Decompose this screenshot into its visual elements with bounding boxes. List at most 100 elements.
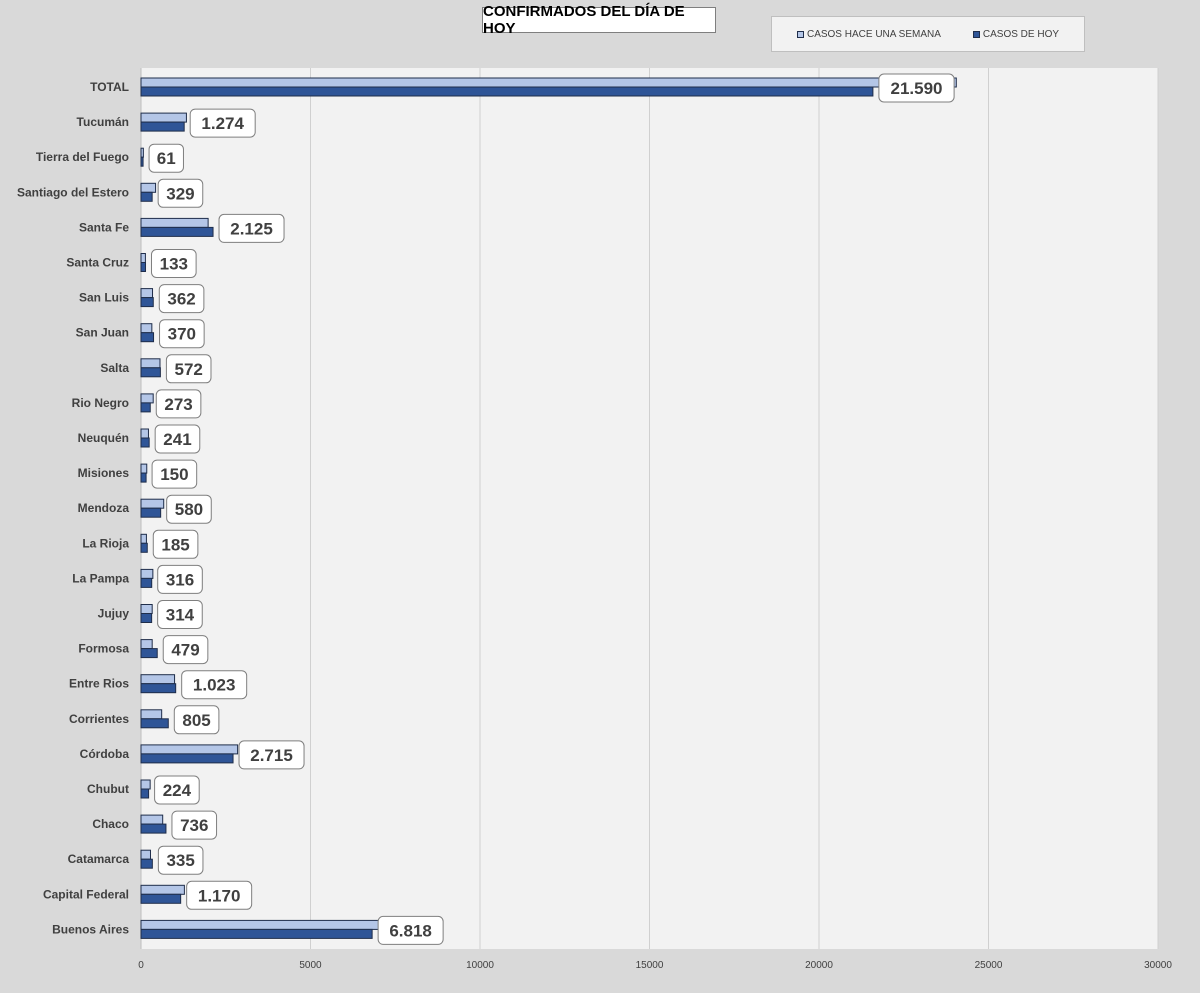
category-label: Formosa [78,642,129,656]
bar-last-week [140,77,957,88]
category-label: Rio Negro [72,396,129,410]
category-label: Chubut [87,782,129,796]
data-label: 479 [171,641,199,660]
data-label: 316 [166,570,194,589]
bar-today [140,437,150,448]
data-label: 580 [175,500,203,519]
bar-last-week [140,639,153,650]
legend-swatch-last-week [796,30,804,38]
x-tick-label: 10000 [466,960,494,971]
x-tick-label: 15000 [636,960,664,971]
bar-today [140,893,182,904]
bar-today [140,297,154,308]
data-label-box [377,915,444,945]
data-label-box [165,354,212,384]
data-label: 362 [167,290,195,309]
bar-last-week [140,884,185,895]
category-label: Santa Cruz [66,256,129,270]
data-label: 314 [166,606,195,625]
category-label: TOTAL [90,80,129,94]
category-label: Entre Rios [69,677,129,691]
bar-last-week [140,674,176,685]
bar-today [140,858,153,869]
category-label: Salta [100,361,129,375]
bar-today [140,683,177,694]
data-label-box [181,670,248,700]
category-label: Catamarca [68,852,130,866]
data-label: 1.170 [198,886,241,905]
data-label-box [157,178,204,208]
legend-item-today: CASOS DE HOY [972,28,1060,40]
bar-last-week [140,428,149,439]
category-label: Mendoza [78,501,130,515]
bar-last-week [140,849,151,860]
data-label: 2.715 [250,746,293,765]
category-label: Córdoba [80,747,130,761]
bar-last-week [140,323,153,334]
category-label: Jujuy [98,607,130,621]
legend-label-today: CASOS DE HOY [982,28,1060,40]
legend-label-last-week: CASOS HACE UNA SEMANA [806,28,941,40]
data-label-box [157,600,203,629]
bar-last-week [140,779,151,790]
bar-today [140,928,373,939]
x-tick-label: 30000 [1144,960,1172,971]
category-label: La Rioja [82,536,129,550]
bar-today [140,753,234,764]
bar-last-week [140,147,144,158]
bar-last-week [140,112,187,123]
bar-today [140,332,155,343]
data-label-box [173,705,220,735]
data-label-box [154,775,200,805]
data-label: 150 [160,465,188,484]
data-label-box [162,635,209,665]
data-label-box [238,740,305,770]
category-label: Chaco [92,817,129,831]
x-tick-label: 20000 [805,960,833,971]
bar-today [140,121,185,132]
data-label-box [148,143,184,173]
category-label: Misiones [78,466,130,480]
data-label: 1.274 [201,114,244,133]
bar-last-week [140,393,154,404]
category-label: La Pampa [72,571,129,585]
bar-last-week [140,182,157,193]
bar-last-week [140,604,153,614]
data-label: 273 [164,395,192,414]
bar-today [140,788,150,799]
data-label: 61 [157,149,176,168]
data-label-box [189,108,256,138]
bar-today [140,577,153,588]
data-label: 185 [161,535,189,554]
category-label: Capital Federal [43,887,129,901]
bar-last-week [140,498,165,509]
data-label: 21.590 [891,79,943,98]
bar-last-week [140,568,154,579]
x-tick-label: 5000 [299,960,322,971]
bar-last-week [140,253,146,263]
data-label: 133 [160,255,188,274]
data-label-box [158,284,205,314]
bar-last-week [140,814,164,825]
data-label: 805 [182,711,210,730]
data-label-box [159,319,205,349]
bar-last-week [140,709,163,720]
chart-legend: CASOS HACE UNA SEMANA CASOS DE HOY [771,16,1085,52]
bar-today [140,472,147,483]
bar-today [140,86,874,97]
bar-today [140,367,161,378]
bar-today [140,402,151,413]
bar-today [140,262,147,272]
x-tick-label: 25000 [975,960,1003,971]
bar-last-week [140,358,161,369]
data-label: 2.125 [230,219,273,238]
bar-today [140,718,169,729]
category-label: San Luis [79,291,129,305]
bar-today [140,648,158,659]
bar-last-week [140,288,154,299]
bar-today [140,823,167,834]
data-label-box [166,494,212,524]
data-label-box [152,529,199,559]
